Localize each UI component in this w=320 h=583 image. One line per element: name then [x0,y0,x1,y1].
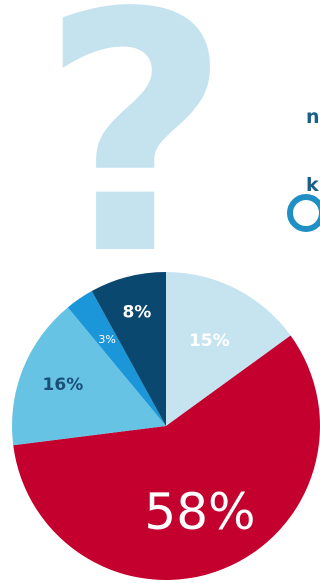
pie-label-3: 16% [43,375,84,395]
pie-slice-4 [67,291,166,426]
pie-label-1: 15% [189,331,230,351]
pie-slice-1 [166,272,291,426]
pie-label-2: 58% [144,483,255,541]
pie-label-5: 8% [122,303,151,323]
pie-slice-2 [13,335,320,580]
question-mark-graphic: ? [40,0,232,327]
pie-label-4: 3% [98,333,115,346]
pie-slice-5 [91,272,166,426]
pie-chart: 15% 58% 16% 3% 8% [11,272,320,580]
pie-slices [11,272,320,580]
cropped-text-fragment-1: n [306,106,320,128]
pie-labels: 15% 58% 16% 3% 8% [43,303,256,541]
ring-icon [287,194,320,232]
pie-slice-3 [11,307,167,446]
cropped-text-fragment-2: k [306,174,319,196]
